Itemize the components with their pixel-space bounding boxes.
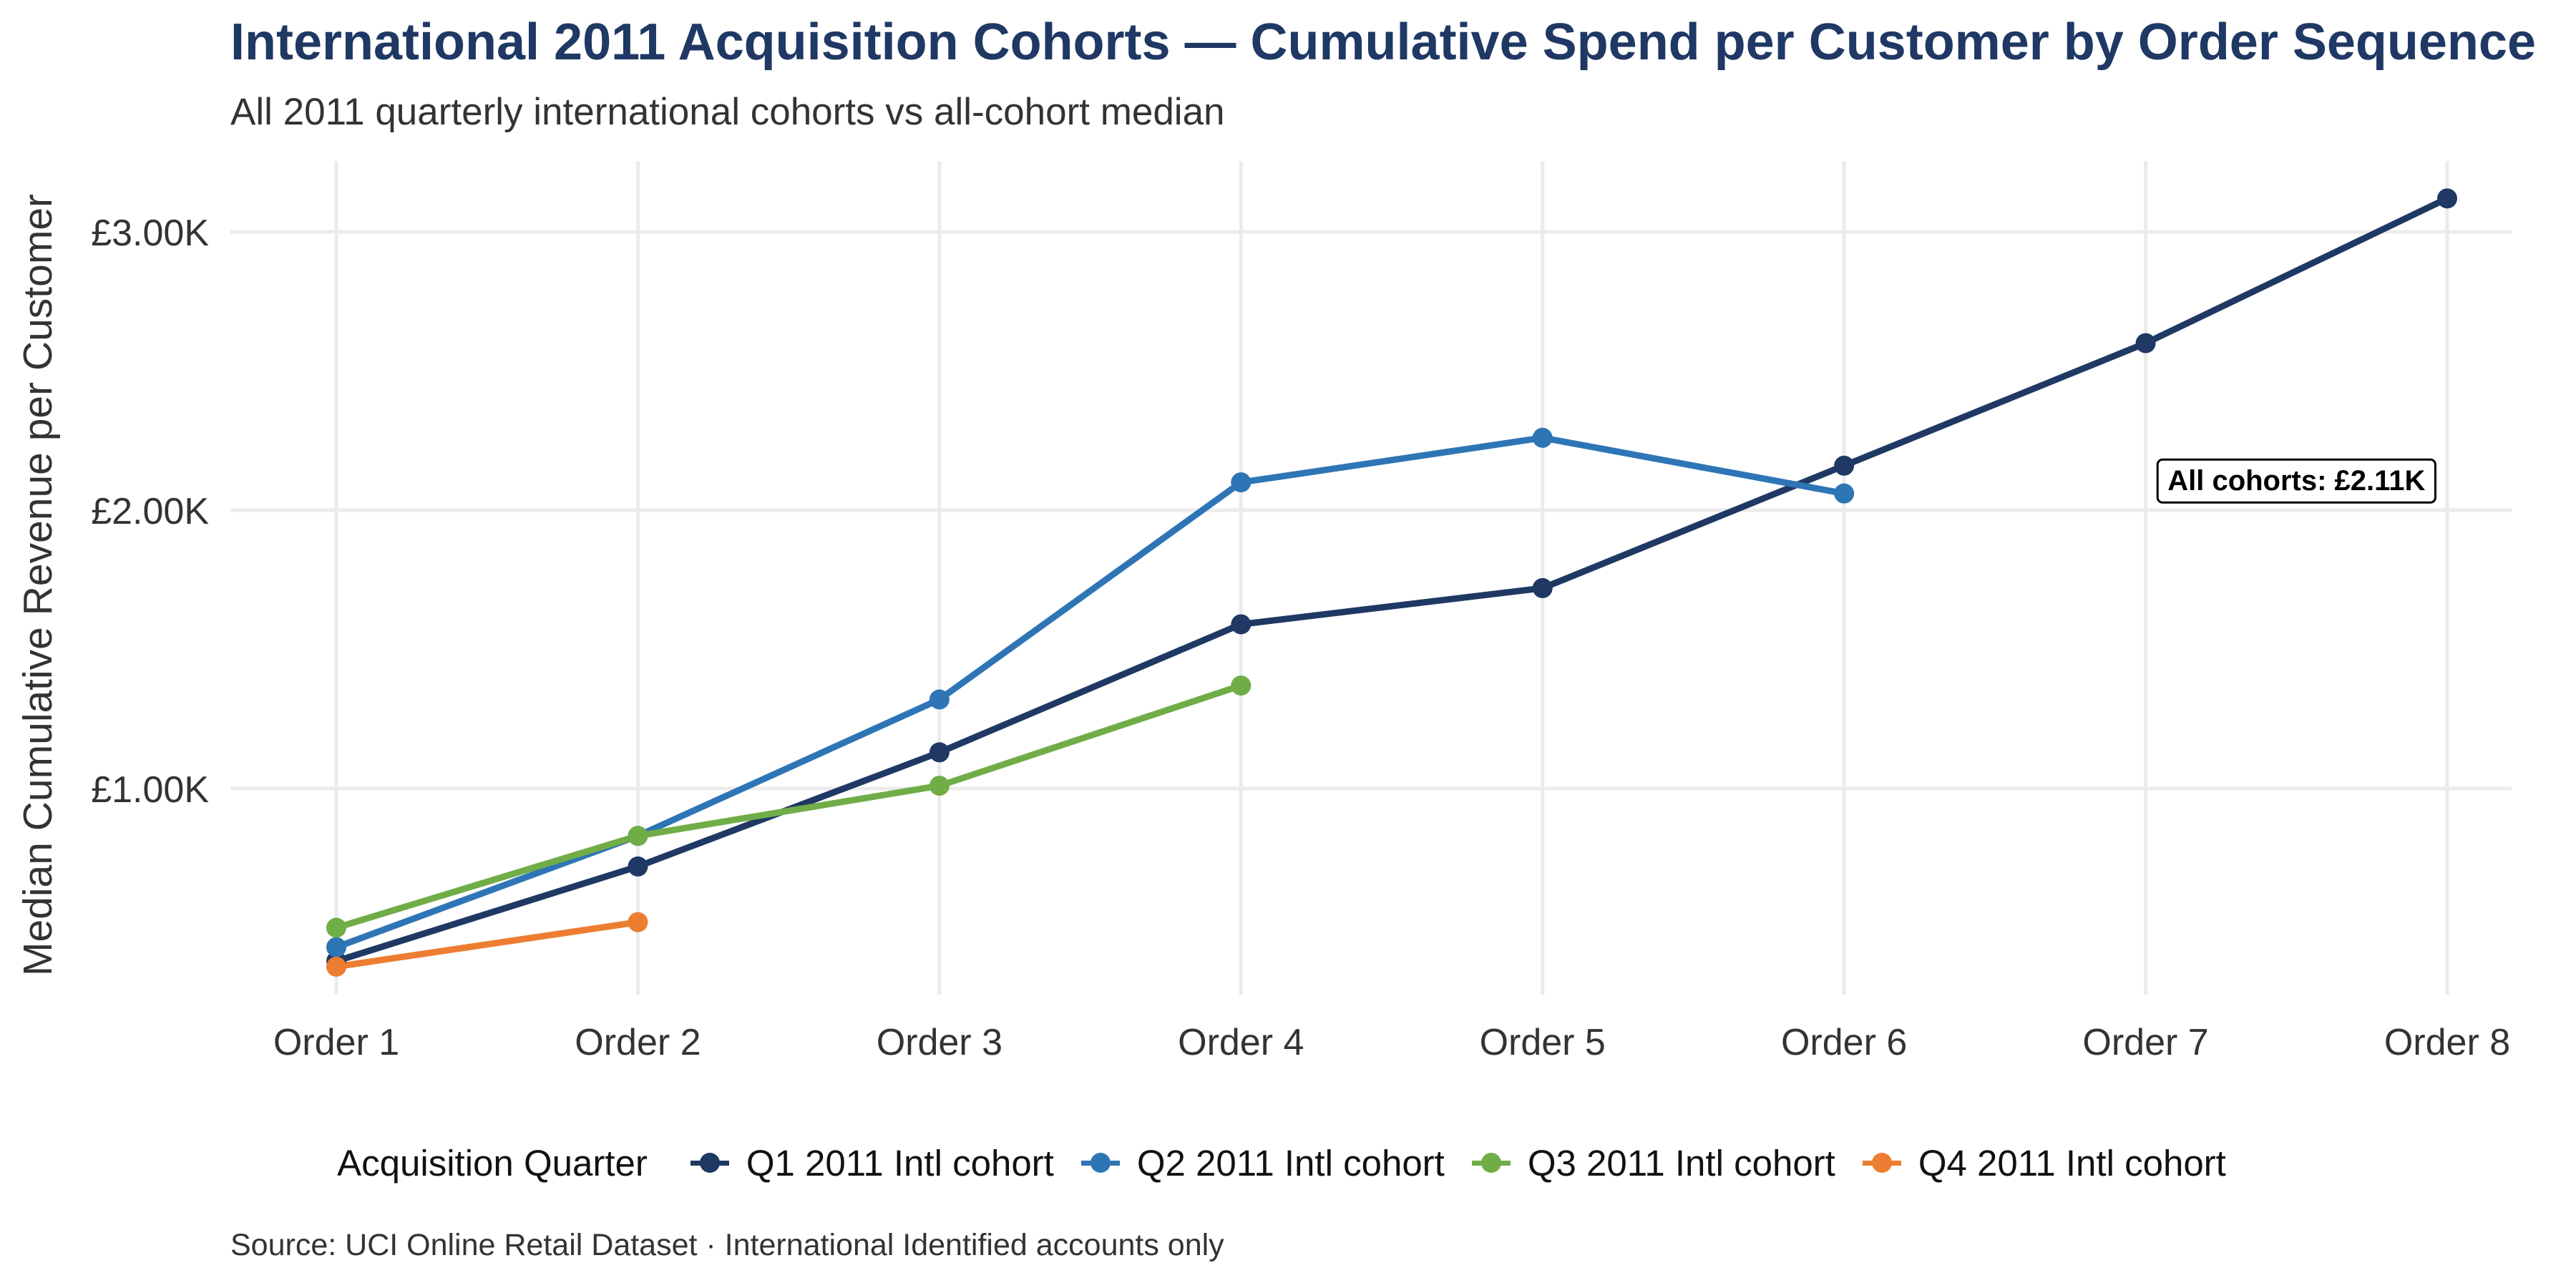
legend-key [1470,1148,1512,1177]
x-tick-label: Order 2 [575,1022,701,1063]
y-tick-label: £2.00K [91,491,209,532]
legend-key [1080,1148,1121,1177]
data-point-q2 [1231,472,1252,493]
legend-item-q1: Q1 2011 Intl cohort [689,1142,1054,1184]
legend-title: Acquisition Quarter [337,1142,648,1184]
series-line-q1 [333,195,2451,965]
chart-caption: Source: UCI Online Retail Dataset · Inte… [230,1228,1224,1262]
data-point-q2 [1532,427,1553,448]
annotation: All cohorts: £2.11K [2156,458,2436,504]
chart-subtitle: All 2011 quarterly international cohorts… [230,91,1225,133]
data-point-q3 [326,917,346,938]
axes: Order 1 Order 2 Order 3 Order 4 Order 5 Order… [15,194,2510,1063]
legend: Acquisition Quarter Q1 2011 Intl cohort Q… [0,1138,2576,1188]
data-point-q1 [1532,577,1553,598]
x-tick-label: Order 3 [877,1022,1002,1063]
legend-key [689,1148,731,1177]
data-point-q1 [2135,333,2156,353]
gridlines [230,161,2512,995]
data-point-q3 [929,776,950,796]
data-point-q2 [929,689,950,710]
series-line-q4 [333,919,641,970]
chart-title: International 2011 Acquisition Cohorts —… [230,14,2536,71]
data-point-q1 [1231,614,1252,635]
series-lines [326,188,2457,977]
x-tick-label: Order 1 [273,1022,399,1063]
data-point-q1 [1834,455,1855,476]
x-tick-label: Order 7 [2082,1022,2208,1063]
x-tick-label: Order 8 [2384,1022,2510,1063]
legend-item-q4: Q4 2011 Intl cohort [1861,1142,2226,1184]
data-point-q2 [1834,483,1855,504]
legend-key [1861,1148,1903,1177]
y-tick-label: £1.00K [91,769,209,811]
legend-label: Q2 2011 Intl cohort [1136,1142,1445,1184]
y-tick-label: £3.00K [91,213,209,254]
data-point-q1 [628,856,648,877]
legend-item-q2: Q2 2011 Intl cohort [1080,1142,1445,1184]
data-point-q1 [929,742,950,763]
data-point-q1 [2437,188,2457,209]
legend-item-q3: Q3 2011 Intl cohort [1470,1142,1835,1184]
x-tick-label: Order 6 [1781,1022,1907,1063]
data-point-q3 [1231,675,1252,696]
annotation-label: All cohorts: £2.11K [2167,465,2425,497]
data-point-q4 [628,912,648,932]
series-line-q2 [333,434,1848,951]
y-axis-title: Median Cumulative Revenue per Customer [15,194,61,976]
x-tick-label: Order 4 [1178,1022,1304,1063]
legend-label: Q1 2011 Intl cohort [746,1142,1054,1184]
data-point-q4 [326,956,346,977]
legend-label: Q4 2011 Intl cohort [1918,1142,2226,1184]
x-tick-label: Order 5 [1480,1022,1606,1063]
annotation-box [2156,458,2436,504]
legend-label: Q3 2011 Intl cohort [1527,1142,1835,1184]
data-point-q3 [628,826,648,847]
series-line-q3 [333,682,1244,931]
data-point-q2 [326,937,346,957]
